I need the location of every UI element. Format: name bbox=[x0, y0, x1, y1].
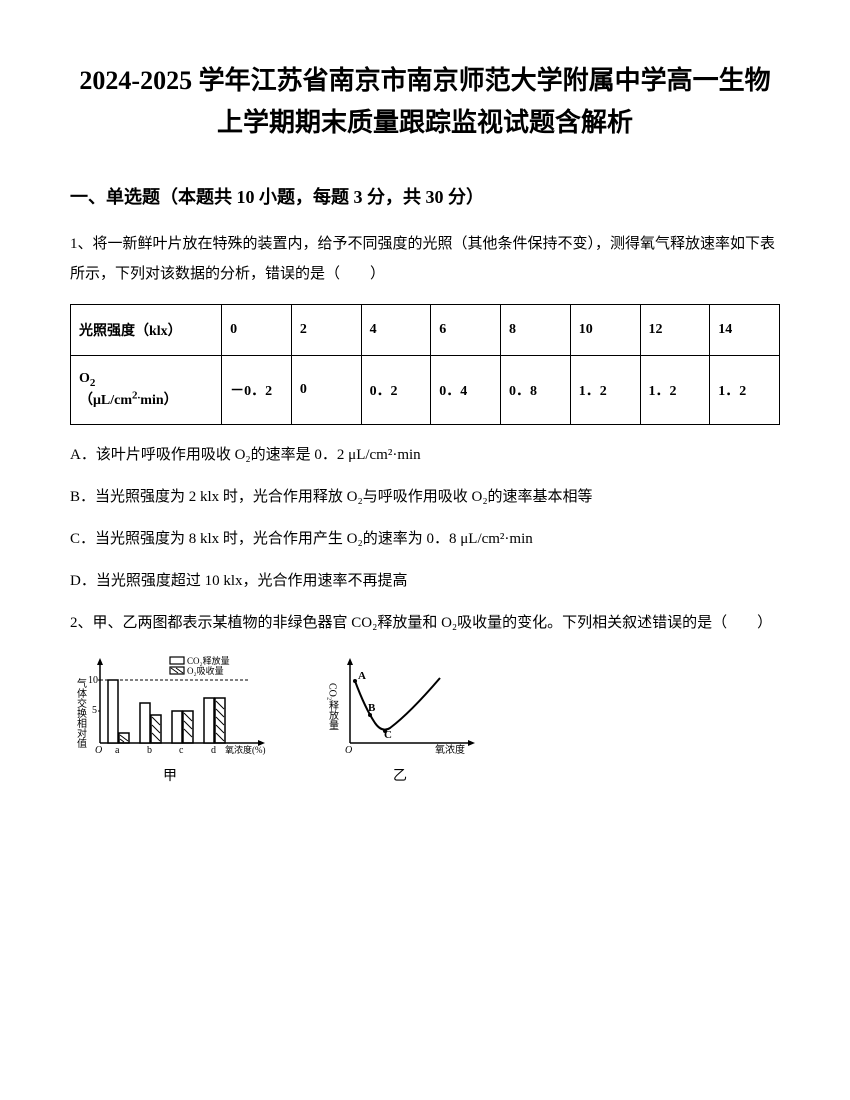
bar-chart-icon: 气体交换相对值 10 5 bbox=[70, 653, 270, 763]
table-cell: 14 bbox=[710, 305, 780, 356]
charts-container: 气体交换相对值 10 5 bbox=[70, 653, 780, 785]
section-header: 一、单选题（本题共 10 小题，每题 3 分，共 30 分） bbox=[70, 183, 780, 209]
question-1-text: 1、将一新鲜叶片放在特殊的装置内，给予不同强度的光照（其他条件保持不变），测得氧… bbox=[70, 229, 780, 289]
question-2-text: 2、甲、乙两图都表示某植物的非绿色器官 CO₂释放量和 O₂吸收量的变化。下列相… bbox=[70, 608, 780, 638]
table-cell: 0 bbox=[222, 305, 292, 356]
chart-label-yi: 乙 bbox=[320, 765, 480, 785]
table-cell: －0．2 bbox=[222, 356, 292, 425]
svg-text:10: 10 bbox=[88, 675, 98, 686]
table-cell: 0．2 bbox=[361, 356, 431, 425]
chart-yi: CO₂释放量 A B C O 氧浓度 乙 bbox=[320, 653, 480, 785]
table-cell: 0 bbox=[291, 356, 361, 425]
svg-text:5: 5 bbox=[92, 705, 97, 716]
svg-text:O: O bbox=[345, 745, 352, 756]
table-cell: 4 bbox=[361, 305, 431, 356]
unit-label-end: min） bbox=[140, 393, 177, 408]
table-cell: 1．2 bbox=[570, 356, 640, 425]
o2-label: O bbox=[79, 371, 90, 386]
option-c: C．当光照强度为 8 klx 时，光合作用产生 O₂的速率为 0．8 μL/cm… bbox=[70, 524, 780, 554]
table-cell: 1．2 bbox=[640, 356, 710, 425]
table-header-cell: 光照强度（klx） bbox=[71, 305, 222, 356]
svg-text:CO₂释放量: CO₂释放量 bbox=[187, 655, 230, 666]
option-d: D．当光照强度超过 10 klx，光合作用速率不再提高 bbox=[70, 566, 780, 596]
unit-label: （μL/cm bbox=[79, 393, 132, 408]
table-row: O2 （μL/cm2.min） －0．2 0 0．2 0．4 0．8 1．2 1… bbox=[71, 356, 780, 425]
svg-text:气体交换相对值: 气体交换相对值 bbox=[75, 677, 87, 749]
svg-text:B: B bbox=[368, 702, 376, 714]
table-cell: 2 bbox=[291, 305, 361, 356]
svg-text:d: d bbox=[211, 745, 216, 756]
svg-text:O₂吸收量: O₂吸收量 bbox=[187, 665, 224, 676]
table-cell: 10 bbox=[570, 305, 640, 356]
table-cell: 0．8 bbox=[501, 356, 571, 425]
table-cell: 1．2 bbox=[710, 356, 780, 425]
table-cell: 0．4 bbox=[431, 356, 501, 425]
option-b: B．当光照强度为 2 klx 时，光合作用释放 O₂与呼吸作用吸收 O₂的速率基… bbox=[70, 482, 780, 512]
table-row: 光照强度（klx） 0 2 4 6 8 10 12 14 bbox=[71, 305, 780, 356]
svg-text:b: b bbox=[147, 745, 152, 756]
svg-text:氧浓度(%): 氧浓度(%) bbox=[225, 744, 266, 755]
svg-text:A: A bbox=[358, 670, 366, 682]
line-chart-icon: CO₂释放量 A B C O 氧浓度 bbox=[320, 653, 480, 763]
document-title: 2024-2025 学年江苏省南京市南京师范大学附属中学高一生物上学期期末质量跟… bbox=[70, 60, 780, 143]
chart-label-jia: 甲 bbox=[70, 765, 270, 785]
table-header-cell: O2 （μL/cm2.min） bbox=[71, 356, 222, 425]
svg-text:氧浓度: 氧浓度 bbox=[435, 743, 465, 756]
svg-text:c: c bbox=[179, 745, 184, 756]
table-cell: 6 bbox=[431, 305, 501, 356]
option-a: A．该叶片呼吸作用吸收 O₂的速率是 0．2 μL/cm²·min bbox=[70, 440, 780, 470]
table-cell: 12 bbox=[640, 305, 710, 356]
svg-text:a: a bbox=[115, 745, 120, 756]
chart-jia: 气体交换相对值 10 5 bbox=[70, 653, 270, 785]
svg-text:O: O bbox=[95, 745, 102, 756]
data-table: 光照强度（klx） 0 2 4 6 8 10 12 14 O2 （μL/cm2.… bbox=[70, 304, 780, 425]
table-cell: 8 bbox=[501, 305, 571, 356]
svg-text:CO₂释放量: CO₂释放量 bbox=[327, 683, 339, 730]
